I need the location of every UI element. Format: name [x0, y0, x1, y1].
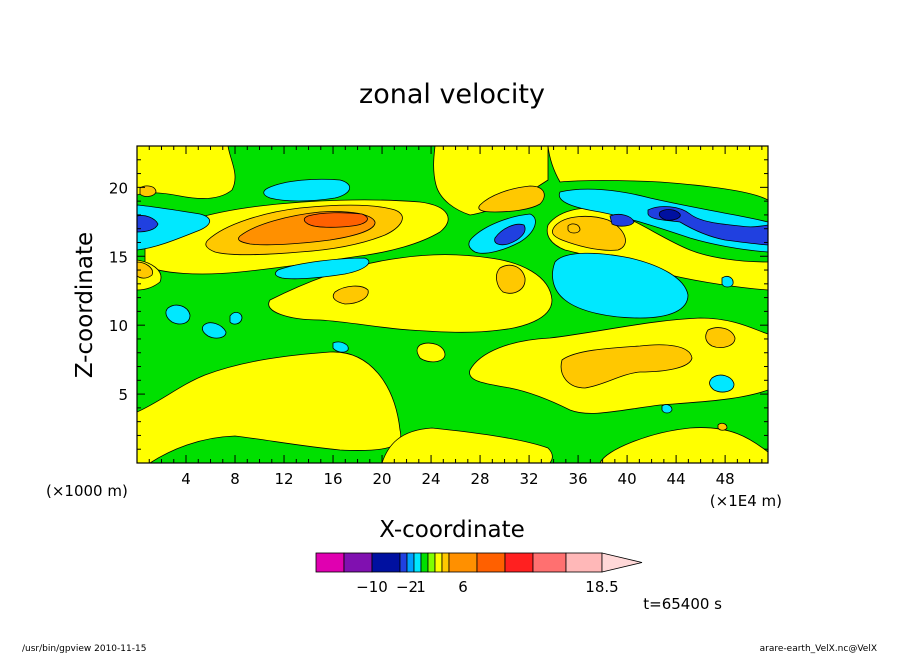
x-tick-label-11: 48	[716, 470, 735, 488]
y-axis-label: Z-coordinate	[72, 232, 98, 378]
plot-area	[137, 146, 768, 463]
colorbar-swatch-10	[448, 552, 478, 573]
contour-cyan-small-7	[661, 404, 673, 414]
colorbar-tick-label-4: 18.5	[585, 578, 618, 596]
x-axis-ticks: 4 8 12 16 20 24 28 32 36 40 44 48	[148, 146, 763, 488]
x-tick-label-1: 8	[230, 470, 240, 488]
colorbar-swatch-5	[413, 552, 422, 573]
contour-yellow-bottom-right	[599, 427, 768, 463]
colorbar-tick-label-3: 6	[458, 578, 468, 596]
colorbar-tick-label-0: −10	[356, 578, 388, 596]
contour-cyan-small-1	[165, 304, 191, 325]
contour-cyan-small-2	[201, 322, 227, 339]
contour-cyan-small-5	[709, 374, 735, 393]
contour-yellow-bottom	[137, 351, 402, 463]
x-tick-label-9: 40	[618, 470, 637, 488]
footer-right: arare-earth_VelX.nc@VelX	[760, 644, 877, 654]
x-tick-label-3: 16	[323, 470, 342, 488]
colorbar-arrow	[601, 552, 643, 573]
x-tick-label-7: 32	[520, 470, 539, 488]
colorbar-swatch-0	[315, 552, 345, 573]
contour-blue-left	[137, 215, 159, 233]
colorbar-swatch-12	[504, 552, 534, 573]
colorbar-swatch-14	[565, 552, 603, 573]
contour-yellow-upper-right	[547, 146, 768, 201]
contour-orange-right-edge	[705, 327, 736, 348]
contour-redorange-core	[303, 212, 368, 228]
colorbar-tick-label-1: −2	[396, 578, 418, 596]
contour-orange-edge-left	[137, 261, 153, 279]
contour-orange-small-center	[496, 264, 526, 294]
contour-orange-lower-right	[560, 344, 693, 389]
chart-title: zonal velocity	[359, 79, 545, 110]
contour-navy-core	[658, 209, 681, 221]
contour-cyan-small-6	[721, 276, 734, 288]
contour-orange-small-left	[332, 285, 369, 305]
contour-cyan-small-3	[229, 312, 243, 325]
contour-blue-right-band	[609, 206, 768, 246]
contour-yellow-bottom-mid	[381, 427, 553, 463]
contour-orange-tiny-2	[139, 185, 157, 197]
y-tick-label-1: 10	[109, 317, 128, 335]
x-tick-label-4: 20	[373, 470, 392, 488]
contour-cyan-upper	[263, 178, 350, 202]
x-unit-left: (×1000 m)	[46, 482, 128, 500]
x-tick-label-10: 44	[667, 470, 686, 488]
x-axis-label: X-coordinate	[379, 517, 525, 543]
contour-cyan-center-band	[275, 257, 370, 280]
colorbar-swatch-9	[441, 552, 450, 573]
contour-cyan-left-band	[137, 204, 210, 251]
y-tick-label-3: 20	[109, 179, 128, 197]
footer-left: /usr/bin/gpview 2010-11-15	[22, 644, 146, 654]
time-label: t=65400 s	[643, 595, 722, 613]
colorbar-swatch-7	[427, 552, 436, 573]
contour-blue-mid-eddy	[494, 223, 526, 246]
colorbar-swatch-4	[406, 552, 415, 573]
colorbar-swatch-1	[343, 552, 373, 573]
colorbar-swatch-11	[476, 552, 506, 573]
plot-frame	[136, 145, 769, 464]
contour-cyan-small-4	[332, 341, 349, 353]
contour-orange-tiny-1	[567, 223, 581, 234]
colorbar-swatch-2	[371, 552, 401, 573]
y-axis-ticks: 5 10 15 20	[109, 159, 768, 450]
colorbar-swatch-13	[532, 552, 567, 573]
y-tick-label-0: 5	[118, 386, 128, 404]
contour-orange-tiny-3	[717, 422, 728, 431]
x-tick-label-8: 36	[569, 470, 588, 488]
x-tick-label-5: 24	[422, 470, 441, 488]
contour-yellow-blob-a	[416, 342, 446, 363]
colorbar-swatch-3	[399, 552, 408, 573]
colorbar: −10 −21 6 18.5	[315, 552, 643, 596]
colorbar-swatch-6	[420, 552, 429, 573]
x-tick-label-2: 12	[274, 470, 293, 488]
contour-cyan-right-big	[552, 252, 689, 319]
x-tick-label-0: 4	[181, 470, 191, 488]
x-unit-right: (×1E4 m)	[710, 492, 782, 510]
x-tick-label-6: 28	[471, 470, 490, 488]
colorbar-swatch-8	[434, 552, 443, 573]
colorbar-tick-label-2: 1	[416, 578, 426, 596]
contour-orange-upper-right	[478, 185, 545, 213]
y-tick-label-2: 15	[109, 248, 128, 266]
